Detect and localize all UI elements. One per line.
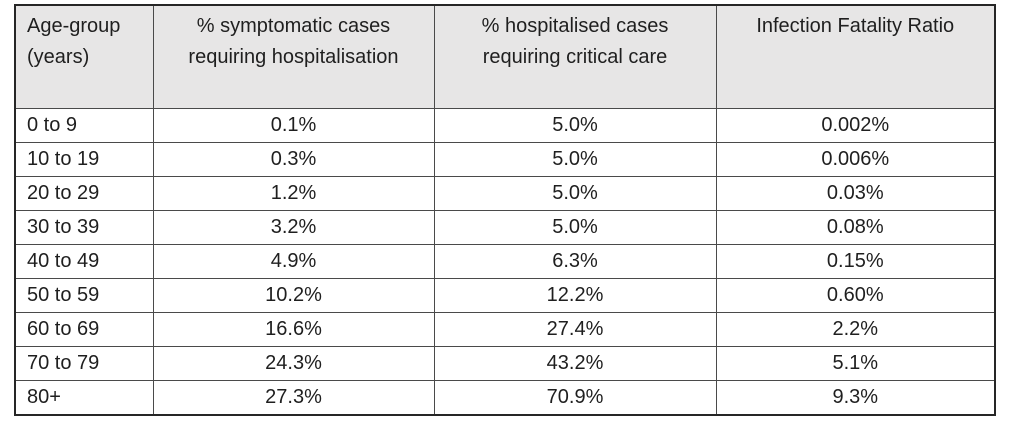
table-cell: 5.0% (433, 142, 717, 177)
table-cell: 0.15% (715, 244, 996, 279)
age-risk-table-container: Age-group (years) % symptomatic cases re… (14, 4, 996, 416)
age-group-cell: 60 to 69 (14, 312, 154, 347)
table-cell: 0.3% (152, 142, 435, 177)
table-cell: 24.3% (152, 346, 435, 381)
age-risk-table: Age-group (years) % symptomatic cases re… (14, 4, 996, 416)
age-group-cell: 0 to 9 (14, 108, 154, 143)
header-infection-fatality-ratio: Infection Fatality Ratio (715, 4, 996, 109)
table-cell: 6.3% (433, 244, 717, 279)
table-cell: 5.0% (433, 210, 717, 245)
table-cell: 16.6% (152, 312, 435, 347)
table-cell: 0.002% (715, 108, 996, 143)
header-age-group-line1: Age-group (27, 15, 121, 37)
table-cell: 9.3% (715, 380, 996, 415)
age-group-cell: 40 to 49 (14, 244, 154, 279)
table-row: 70 to 79 24.3% 43.2% 5.1% (14, 346, 996, 381)
table-row: 40 to 49 4.9% 6.3% 0.15% (14, 244, 996, 279)
table-cell: 0.60% (715, 278, 996, 313)
table-row: 20 to 29 1.2% 5.0% 0.03% (14, 176, 996, 211)
table-cell: 0.1% (152, 108, 435, 143)
age-group-cell: 10 to 19 (14, 142, 154, 177)
table-cell: 2.2% (715, 312, 996, 347)
table-row: 30 to 39 3.2% 5.0% 0.08% (14, 210, 996, 245)
table-row: 0 to 9 0.1% 5.0% 0.002% (14, 108, 996, 143)
table-cell: 0.03% (715, 176, 996, 211)
header-symptomatic-hospitalised: % symptomatic cases requiring hospitalis… (152, 4, 435, 109)
table-row: 60 to 69 16.6% 27.4% 2.2% (14, 312, 996, 347)
table-cell: 4.9% (152, 244, 435, 279)
table-row: 80+ 27.3% 70.9% 9.3% (14, 380, 996, 415)
table-cell: 27.3% (152, 380, 435, 415)
header-critical-line1: % hospitalised cases (481, 15, 669, 37)
header-critical-line2: requiring critical care (482, 46, 668, 68)
age-group-cell: 20 to 29 (14, 176, 154, 211)
table-cell: 1.2% (152, 176, 435, 211)
table-cell: 3.2% (152, 210, 435, 245)
header-symptomatic-line2: requiring hospitalisation (188, 46, 399, 68)
header-age-group-line2: (years) (27, 46, 90, 68)
header-age-group: Age-group (years) (14, 4, 154, 109)
table-cell: 5.0% (433, 108, 717, 143)
age-group-cell: 30 to 39 (14, 210, 154, 245)
table-cell: 10.2% (152, 278, 435, 313)
table-cell: 70.9% (433, 380, 717, 415)
header-ifr-line1: Infection Fatality Ratio (756, 15, 955, 37)
table-cell: 27.4% (433, 312, 717, 347)
age-group-cell: 80+ (14, 380, 154, 415)
table-row: 50 to 59 10.2% 12.2% 0.60% (14, 278, 996, 313)
table-cell: 0.006% (715, 142, 996, 177)
table-row: 10 to 19 0.3% 5.0% 0.006% (14, 142, 996, 177)
header-row: Age-group (years) % symptomatic cases re… (14, 4, 996, 109)
header-symptomatic-line1: % symptomatic cases (196, 15, 391, 37)
table-cell: 12.2% (433, 278, 717, 313)
table-cell: 5.1% (715, 346, 996, 381)
table-cell: 0.08% (715, 210, 996, 245)
age-group-cell: 70 to 79 (14, 346, 154, 381)
table-cell: 5.0% (433, 176, 717, 211)
table-cell: 43.2% (433, 346, 717, 381)
age-group-cell: 50 to 59 (14, 278, 154, 313)
header-critical-care: % hospitalised cases requiring critical … (433, 4, 717, 109)
